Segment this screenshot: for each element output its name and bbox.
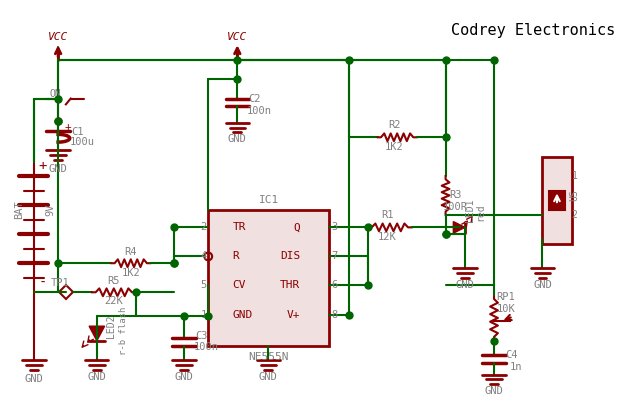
Text: VCC: VCC — [227, 32, 247, 42]
Text: R3: R3 — [449, 191, 462, 201]
Text: LED2: LED2 — [106, 314, 116, 338]
Text: 5: 5 — [200, 280, 206, 290]
Text: 2: 2 — [572, 210, 577, 220]
Text: red: red — [476, 203, 486, 220]
Text: GND: GND — [87, 371, 106, 381]
Text: 4: 4 — [200, 251, 206, 261]
Bar — [208, 210, 330, 346]
Text: GND: GND — [455, 280, 474, 290]
Text: VCC: VCC — [48, 32, 68, 42]
Text: R4: R4 — [125, 247, 137, 257]
Text: GND: GND — [484, 386, 503, 396]
Text: r-b flash: r-b flash — [120, 307, 128, 355]
Text: Q: Q — [294, 223, 300, 233]
Text: 3: 3 — [331, 223, 337, 233]
Polygon shape — [454, 222, 465, 233]
Text: R5: R5 — [107, 276, 120, 286]
Text: GND: GND — [228, 134, 247, 144]
Text: ON: ON — [49, 89, 61, 99]
Text: C4: C4 — [505, 350, 518, 360]
Text: TP1: TP1 — [51, 277, 69, 287]
Polygon shape — [89, 326, 104, 341]
Text: IC1: IC1 — [259, 195, 279, 205]
Text: V+: V+ — [287, 310, 300, 319]
Bar — [549, 191, 565, 210]
Text: C2: C2 — [248, 94, 261, 104]
Text: +: + — [64, 121, 71, 131]
Text: DIS: DIS — [280, 251, 300, 261]
Text: 2: 2 — [200, 223, 206, 233]
Text: BAT: BAT — [14, 201, 25, 219]
Text: RP1: RP1 — [496, 292, 515, 302]
Text: GND: GND — [48, 164, 67, 174]
Text: US: US — [569, 190, 579, 201]
Text: 12K: 12K — [378, 232, 397, 242]
Text: 1K2: 1K2 — [385, 142, 404, 152]
Text: 100n: 100n — [194, 342, 219, 352]
Text: GND: GND — [259, 371, 277, 381]
Text: 1: 1 — [572, 171, 577, 181]
Text: C1: C1 — [71, 127, 84, 137]
Text: GND: GND — [25, 374, 43, 384]
Text: NE555N: NE555N — [248, 352, 289, 362]
Text: 100R: 100R — [443, 202, 468, 212]
Text: 6: 6 — [331, 280, 337, 290]
Text: -: - — [39, 275, 47, 290]
Text: CV: CV — [233, 280, 246, 290]
Text: THR: THR — [280, 280, 300, 290]
Text: 8: 8 — [331, 310, 337, 319]
Text: R: R — [233, 251, 239, 261]
Text: 100n: 100n — [247, 106, 272, 116]
Text: 9V: 9V — [45, 204, 55, 216]
Text: 1n: 1n — [510, 362, 523, 372]
Text: Codrey Electronics: Codrey Electronics — [450, 23, 615, 38]
Text: C3: C3 — [195, 331, 208, 341]
Text: GND: GND — [175, 371, 193, 381]
Bar — [542, 157, 572, 244]
Text: GND: GND — [233, 310, 253, 319]
Text: 22K: 22K — [104, 296, 123, 306]
Text: +: + — [39, 159, 47, 173]
Text: GND: GND — [533, 280, 552, 290]
Text: R1: R1 — [381, 210, 394, 220]
Text: TR: TR — [233, 223, 246, 233]
Text: 1K2: 1K2 — [121, 268, 140, 278]
Text: 1: 1 — [200, 310, 206, 319]
Text: 100u: 100u — [70, 137, 95, 147]
Text: 10K: 10K — [496, 304, 515, 314]
Text: LED1: LED1 — [465, 198, 475, 222]
Text: R2: R2 — [388, 120, 401, 130]
Text: 7: 7 — [331, 251, 337, 261]
